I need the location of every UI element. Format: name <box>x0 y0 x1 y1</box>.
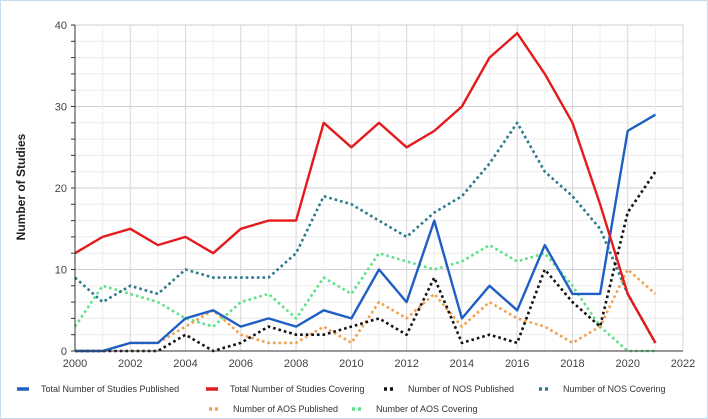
grid <box>74 24 684 352</box>
x-tick-label: 2004 <box>173 358 197 370</box>
x-tick-label: 2006 <box>229 358 253 370</box>
legend: Total Number of Studies Published Total N… <box>17 384 666 414</box>
x-tick-label: 2014 <box>450 358 474 370</box>
legend-label: Number of NOS Covering <box>563 384 666 394</box>
x-tick-label: 2020 <box>615 358 639 370</box>
y-tick-label: 10 <box>55 265 67 277</box>
series-line-6 <box>73 243 656 353</box>
series-line-1 <box>75 113 657 353</box>
legend-label: Number of NOS Published <box>408 384 514 394</box>
x-tick-label: 2010 <box>339 358 363 370</box>
series-line-5 <box>75 268 657 353</box>
x-tick-label: 2008 <box>284 358 308 370</box>
legend-label: Total Number of Studies Published <box>41 384 179 394</box>
legend-label: Number of AOS Covering <box>376 404 478 414</box>
y-tick-label: 0 <box>61 346 67 358</box>
y-tick-label: 40 <box>55 20 67 32</box>
x-tick-label: 2016 <box>505 358 529 370</box>
legend-label: Total Number of Studies Covering <box>230 384 365 394</box>
x-tick-label: 2022 <box>671 358 695 370</box>
x-tick-label: 2000 <box>63 358 87 370</box>
series-line-2 <box>74 32 657 344</box>
x-tick-label: 2018 <box>560 358 584 370</box>
legend-label: Number of AOS Published <box>233 404 338 414</box>
x-tick-label: 2002 <box>118 358 142 370</box>
series-line-3 <box>75 170 657 353</box>
y-tick-label: 20 <box>55 183 67 195</box>
x-tick-label: 2012 <box>394 358 418 370</box>
y-tick-label: 30 <box>55 102 67 114</box>
series-lines <box>73 32 657 353</box>
y-axis-label: Number of Studies <box>14 133 28 240</box>
axes: 0 10 20 30 40 2000 2002 2004 2006 2008 2010 2012 201… <box>55 20 695 370</box>
